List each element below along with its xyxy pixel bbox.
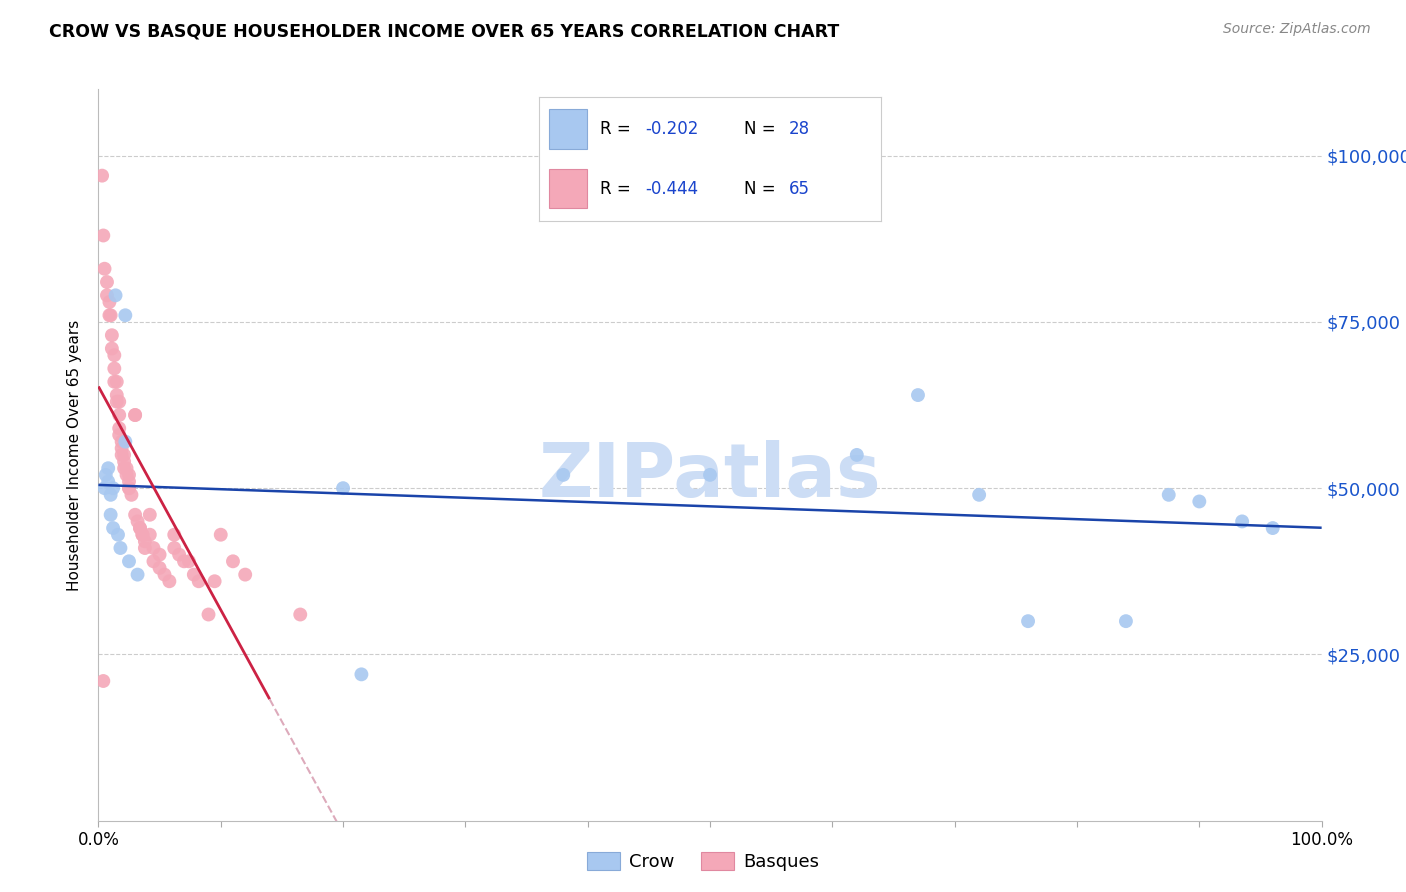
Point [209, 527, 232, 541]
Point [91, 673, 114, 688]
Point [149, 548, 172, 562]
Point [104, 288, 127, 302]
Point [114, 308, 136, 322]
Point [115, 461, 138, 475]
Point [100, 488, 122, 502]
Point [1230, 515, 1253, 529]
Point [112, 448, 135, 462]
Point [100, 308, 122, 322]
Point [97, 461, 120, 475]
Point [101, 481, 124, 495]
Point [111, 448, 134, 462]
Point [93, 481, 115, 495]
Point [91, 169, 114, 183]
Y-axis label: Householder Income Over 65 years: Householder Income Over 65 years [67, 319, 83, 591]
Point [111, 442, 134, 456]
Point [108, 428, 131, 442]
Point [222, 554, 245, 568]
Point [100, 508, 122, 522]
Point [111, 434, 134, 449]
Point [115, 467, 138, 482]
Point [97, 475, 120, 489]
Point [907, 388, 929, 402]
Point [1157, 488, 1180, 502]
Point [129, 521, 152, 535]
Point [94, 467, 117, 482]
Point [108, 394, 131, 409]
Point [124, 508, 146, 522]
Point [112, 454, 135, 468]
Text: CROW VS BASQUE HOUSEHOLDER INCOME OVER 65 YEARS CORRELATION CHART: CROW VS BASQUE HOUSEHOLDER INCOME OVER 6… [49, 22, 839, 40]
Point [350, 667, 373, 681]
Point [139, 508, 162, 522]
Point [108, 421, 131, 435]
Point [98, 308, 121, 322]
Point [967, 488, 990, 502]
Point [142, 541, 165, 555]
Point [187, 574, 209, 589]
Legend: Crow, Basques: Crow, Basques [581, 845, 825, 879]
Point [101, 342, 124, 356]
Point [114, 434, 136, 449]
Point [98, 295, 121, 310]
Point [101, 521, 124, 535]
Point [173, 554, 195, 568]
Point [129, 521, 152, 535]
Point [110, 541, 132, 555]
Point [1261, 521, 1284, 535]
Point [699, 467, 721, 482]
Point [105, 394, 128, 409]
Point [131, 527, 153, 541]
Text: Source: ZipAtlas.com: Source: ZipAtlas.com [1223, 22, 1371, 37]
Point [177, 554, 200, 568]
Text: ZIPatlas: ZIPatlas [538, 441, 882, 514]
Point [167, 548, 190, 562]
Point [101, 328, 124, 343]
Point [845, 448, 868, 462]
Point [127, 567, 149, 582]
Point [103, 361, 125, 376]
Point [332, 481, 354, 495]
Point [149, 561, 172, 575]
Point [1188, 494, 1211, 508]
Point [103, 375, 125, 389]
Point [120, 488, 142, 502]
Point [1115, 614, 1137, 628]
Point [118, 481, 141, 495]
Point [112, 461, 135, 475]
Point [131, 527, 153, 541]
Point [127, 515, 149, 529]
Point [163, 527, 186, 541]
Point [553, 467, 575, 482]
Point [233, 567, 256, 582]
Point [183, 567, 205, 582]
Point [290, 607, 312, 622]
Point [197, 607, 219, 622]
Point [134, 541, 156, 555]
Point [118, 554, 141, 568]
Point [124, 408, 146, 422]
Point [163, 541, 186, 555]
Point [105, 388, 128, 402]
Point [91, 228, 114, 243]
Point [153, 567, 176, 582]
Point [204, 574, 226, 589]
Point [134, 534, 156, 549]
Point [142, 554, 165, 568]
Point [139, 527, 162, 541]
Point [118, 481, 141, 495]
Point [96, 288, 118, 302]
Point [118, 467, 141, 482]
Point [118, 475, 141, 489]
Point [124, 408, 146, 422]
Point [105, 375, 128, 389]
Point [103, 348, 125, 362]
Point [108, 408, 131, 422]
Point [93, 261, 115, 276]
Point [107, 527, 129, 541]
Point [157, 574, 180, 589]
Point [96, 275, 118, 289]
Point [1017, 614, 1039, 628]
